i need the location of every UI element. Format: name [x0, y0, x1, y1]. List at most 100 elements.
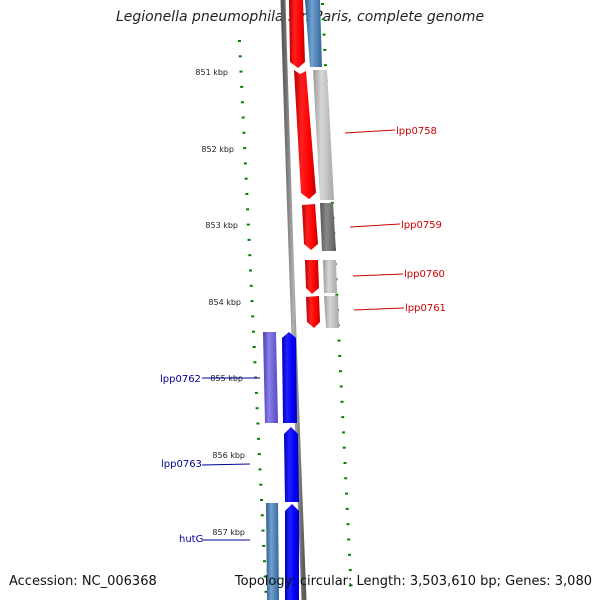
scale-tick — [243, 162, 247, 165]
reverse-cds-arrow — [284, 427, 299, 502]
scale-labels: 851 kbp 852 kbp 853 kbp 854 kbp 855 kbp … — [195, 68, 245, 537]
forward-cds-arrow — [305, 260, 319, 294]
forward-cds-track — [289, 0, 320, 328]
scale-tick — [251, 315, 255, 318]
scale-tick — [262, 560, 266, 563]
feature-box-steelblue — [305, 0, 322, 67]
forward-cds-arrow — [302, 204, 318, 250]
scale-tick — [342, 446, 346, 449]
scale-label: 851 kbp — [195, 68, 228, 77]
scale-tick — [251, 330, 255, 333]
scale-tick — [321, 18, 325, 21]
reverse-cds-arrow — [282, 332, 297, 423]
feature-box-steelblue — [266, 503, 279, 600]
scale-tick — [261, 529, 265, 532]
scale-tick — [322, 33, 326, 36]
scale-tick — [246, 208, 250, 211]
scale-label: 854 kbp — [208, 298, 241, 307]
reverse-cds-arrow — [285, 504, 299, 600]
scale-tick — [338, 370, 342, 373]
scale-tick — [239, 70, 243, 73]
scale-tick — [242, 131, 246, 134]
scale-tick — [244, 177, 248, 180]
gene-label-leader — [353, 307, 405, 311]
scale-tick — [345, 507, 349, 510]
scale-label: 856 kbp — [212, 451, 245, 460]
reverse-cds-track — [282, 332, 299, 600]
scale-tick — [249, 284, 253, 287]
gene-label-lpp0759: lpp0759 — [401, 220, 442, 231]
scale-tick — [240, 101, 244, 104]
scale-tick — [321, 3, 324, 5]
gene-label-leader — [352, 273, 404, 277]
gene-label-leader — [201, 463, 251, 466]
scale-tick — [253, 361, 257, 364]
gene-label-lpp0758: lpp0758 — [396, 126, 437, 137]
feature-box-purple — [263, 332, 278, 423]
scale-tick — [339, 385, 343, 388]
scale-tick — [343, 462, 347, 464]
gene-label-lpp0762: lpp0762 — [160, 374, 201, 385]
scale-tick — [335, 293, 339, 296]
scale-tick — [257, 437, 261, 440]
scale-tick — [341, 431, 345, 434]
scale-tick — [246, 223, 250, 226]
forward-feature-track — [305, 0, 339, 328]
scale-tick — [264, 590, 268, 593]
scale-tick — [262, 544, 266, 547]
scale-tick — [240, 85, 244, 88]
forward-cds-arrow — [294, 70, 316, 199]
scale-label: 857 kbp — [212, 528, 245, 537]
scale-tick — [248, 254, 252, 257]
scale-tick — [323, 64, 327, 67]
scale-tick — [340, 400, 344, 403]
scale-tick — [260, 514, 264, 517]
scale-tick — [347, 538, 351, 541]
scale-tick — [250, 300, 254, 303]
genome-backbone — [280, 0, 307, 600]
scale-tick — [254, 391, 258, 394]
scale-tick — [247, 238, 251, 241]
scale-tick — [257, 453, 261, 456]
gene-label-lpp0760: lpp0760 — [404, 269, 445, 280]
gene-label-leader — [349, 223, 401, 228]
scale-tick — [263, 575, 267, 578]
scale-tick — [346, 523, 350, 526]
scale-tick — [238, 40, 241, 42]
feature-box-gray — [313, 70, 334, 200]
feature-box-gray — [323, 260, 337, 293]
scale-tick — [344, 492, 348, 495]
scale-tick — [349, 584, 353, 587]
scale-label: 852 kbp — [201, 145, 234, 154]
feature-box-darkgray — [320, 203, 336, 251]
scale-tick — [348, 569, 352, 572]
reverse-feature-track — [263, 332, 279, 600]
scale-tick — [249, 269, 253, 272]
scale-tick — [323, 48, 327, 51]
scale-tick — [245, 193, 249, 195]
forward-gene-labels: lpp0758 lpp0759 lpp0760 lpp0761 — [344, 126, 446, 314]
accession-label: Accession: NC_006368 — [9, 574, 157, 589]
gene-label-hutG: hutG — [179, 534, 203, 545]
scale-tick — [238, 55, 242, 58]
scale-label: 853 kbp — [205, 221, 238, 230]
gene-label-lpp0763: lpp0763 — [161, 459, 202, 470]
reverse-gene-labels: lpp0762 lpp0763 hutG — [160, 374, 260, 545]
scale-tick — [344, 477, 348, 480]
gene-label-leader — [344, 129, 396, 134]
scale-tick — [252, 346, 256, 348]
scale-tick — [338, 354, 342, 357]
forward-cds-arrow — [289, 0, 305, 68]
scale-tick — [241, 116, 245, 119]
scale-tick — [260, 499, 264, 501]
scale-tick — [259, 483, 263, 486]
scale-tick — [330, 201, 334, 204]
feature-box-gray — [324, 296, 339, 328]
scale-tick — [337, 339, 341, 342]
scale-tick — [347, 553, 351, 556]
forward-cds-arrow — [306, 296, 320, 328]
genome-summary: Topology: circular; Length: 3,503,610 bp… — [234, 574, 592, 589]
scale-tick — [258, 468, 262, 471]
